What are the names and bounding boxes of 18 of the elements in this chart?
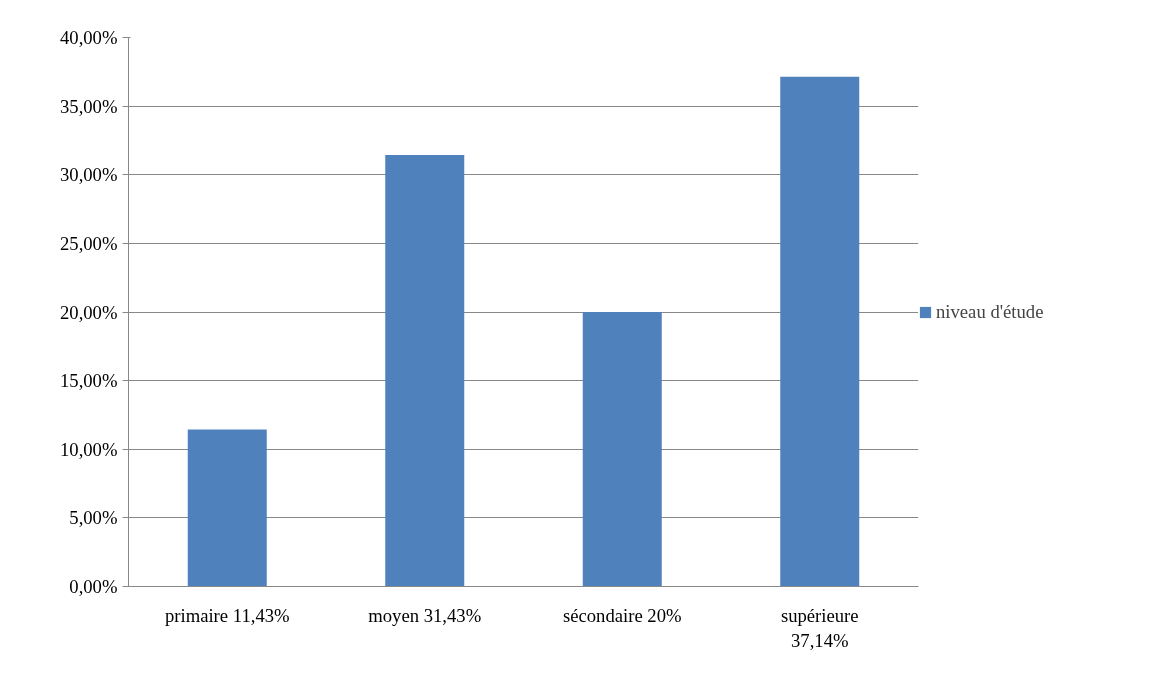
bar	[582, 312, 662, 587]
y-tick-label: 40,00%	[59, 27, 118, 48]
x-tick-label: supérieure 37,14%	[780, 604, 859, 651]
y-tick-label: 25,00%	[59, 232, 118, 254]
x-tick-label: moyen 31,43%	[368, 604, 482, 626]
legend-label: niveau d'étude	[936, 300, 1044, 323]
y-tick-label: 35,00%	[59, 95, 118, 117]
x-tick-label: sécondaire 20%	[562, 604, 682, 626]
y-tick-label: 15,00%	[59, 370, 118, 392]
y-tick-label: 30,00%	[59, 164, 118, 186]
y-tick-label: 0,00%	[69, 576, 118, 597]
y-tick-label: 5,00%	[69, 507, 118, 529]
y-tick-label: 10,00%	[59, 438, 118, 460]
bar	[780, 76, 860, 587]
bar	[385, 155, 465, 587]
y-tick-label: 20,00%	[59, 301, 118, 323]
x-tick-label: primaire 11,43%	[164, 604, 290, 626]
bar	[187, 429, 267, 587]
